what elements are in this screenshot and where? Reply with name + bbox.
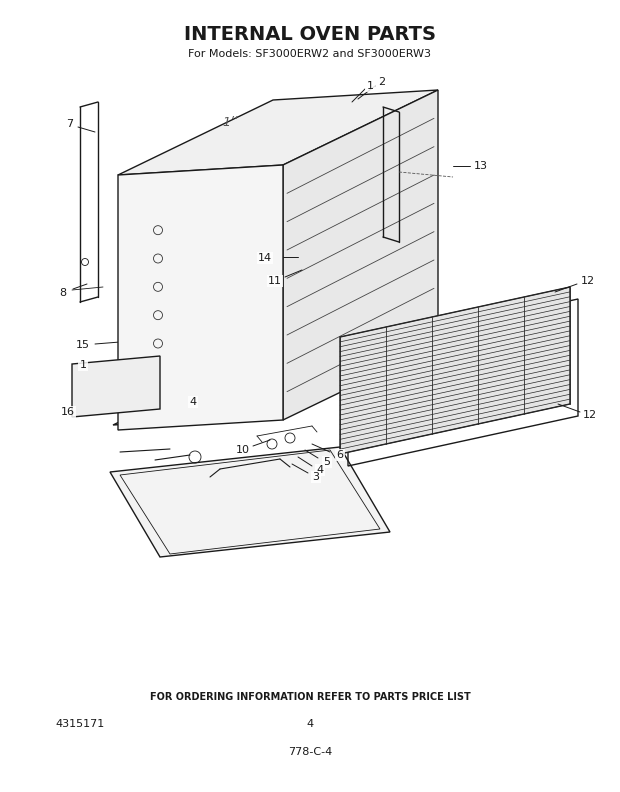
Text: For Models: SF3000ERW2 and SF3000ERW3: For Models: SF3000ERW2 and SF3000ERW3 — [188, 49, 432, 59]
Text: 3: 3 — [312, 472, 319, 482]
Text: 12: 12 — [581, 276, 595, 286]
Polygon shape — [283, 90, 438, 420]
Text: 6: 6 — [337, 450, 343, 460]
Text: 7: 7 — [66, 119, 74, 129]
Text: INTERNAL OVEN PARTS: INTERNAL OVEN PARTS — [184, 25, 436, 44]
Text: 4315171: 4315171 — [55, 719, 104, 729]
Text: 778-C-4: 778-C-4 — [288, 747, 332, 757]
Polygon shape — [113, 340, 443, 425]
Text: 1: 1 — [79, 360, 87, 370]
Text: 4: 4 — [316, 465, 324, 475]
Text: 2: 2 — [378, 77, 386, 87]
Text: 1ʹʹ: 1ʹʹ — [223, 116, 237, 128]
Text: 11: 11 — [268, 276, 282, 286]
Text: 15: 15 — [76, 340, 90, 350]
Text: 14: 14 — [258, 253, 272, 263]
Text: 10: 10 — [236, 445, 250, 455]
Text: 8: 8 — [60, 288, 66, 298]
Polygon shape — [340, 287, 570, 454]
Text: 5: 5 — [324, 457, 330, 467]
Text: 13: 13 — [474, 161, 488, 171]
Polygon shape — [72, 356, 160, 417]
Text: 1: 1 — [366, 81, 373, 91]
Text: 4: 4 — [306, 719, 314, 729]
Polygon shape — [110, 447, 390, 557]
Text: 16: 16 — [61, 407, 75, 417]
Text: FOR ORDERING INFORMATION REFER TO PARTS PRICE LIST: FOR ORDERING INFORMATION REFER TO PARTS … — [149, 692, 471, 702]
Text: 4: 4 — [190, 397, 197, 407]
Polygon shape — [118, 90, 438, 175]
Polygon shape — [118, 165, 283, 430]
Text: 12: 12 — [583, 410, 597, 420]
Text: ereplacementparts.com: ereplacementparts.com — [247, 337, 373, 347]
